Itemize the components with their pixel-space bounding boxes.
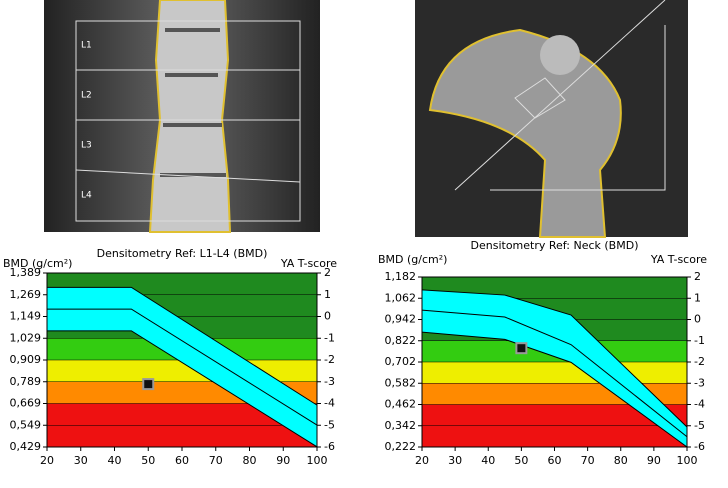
- x-tick-label: 60: [175, 454, 189, 467]
- y2-tick-label: -3: [324, 375, 335, 388]
- x-tick-label: 100: [307, 454, 328, 467]
- y2-tick-label: 0: [694, 313, 701, 326]
- plot-frame: [46, 272, 318, 448]
- y-tick-label: 0,702: [385, 355, 417, 368]
- y-tick-label: 1,182: [385, 270, 417, 283]
- hip-image: [415, 0, 688, 238]
- x-tick-label: 90: [647, 454, 661, 467]
- y2-tick-label: -1: [694, 334, 705, 347]
- y2-tick-label: -2: [694, 355, 705, 368]
- y2-tick-label: -3: [694, 376, 705, 389]
- x-tick-label: 50: [514, 454, 528, 467]
- x-tick-label: 30: [74, 454, 88, 467]
- y-tick-label: 0,462: [385, 398, 417, 411]
- x-tick-label: 70: [209, 454, 223, 467]
- y-tick-label: 0,429: [10, 440, 42, 453]
- y2-tick-label: -1: [324, 331, 335, 344]
- y-tick-label: 0,549: [10, 418, 42, 431]
- y-tick-label: 1,029: [10, 331, 42, 344]
- y2-tick-label: 2: [694, 270, 701, 283]
- y-tick-label: 1,269: [10, 288, 42, 301]
- y2-tick-label: -4: [694, 398, 705, 411]
- reference-line: [47, 308, 318, 426]
- y2-tick-label: 1: [324, 288, 331, 301]
- y2-axis-label: YA T-score: [650, 253, 707, 266]
- vertebra-label: L3: [81, 141, 92, 151]
- tscore-band: [47, 360, 317, 382]
- x-tick-label: 40: [108, 454, 122, 467]
- reference-line: [421, 289, 688, 428]
- reference-line: [47, 330, 318, 448]
- chart-title: Densitometry Ref: L1-L4 (BMD): [97, 247, 268, 260]
- reference-line: [47, 286, 318, 406]
- vertebra-label: L1: [81, 41, 92, 51]
- y2-tick-label: -2: [324, 353, 335, 366]
- y-tick-label: 0,342: [385, 419, 417, 432]
- y-tick-label: 0,909: [10, 353, 42, 366]
- x-tick-label: 40: [481, 454, 495, 467]
- y-tick-label: 1,149: [10, 310, 42, 323]
- reference-line: [421, 331, 688, 448]
- vertebra-label: L2: [81, 91, 92, 101]
- y-tick-label: 1,389: [10, 266, 42, 279]
- x-tick-label: 80: [614, 454, 628, 467]
- reference-line: [421, 309, 688, 438]
- y-axis-label: BMD (g/cm²): [378, 253, 447, 266]
- y2-tick-label: 0: [324, 310, 331, 323]
- reference-area: [422, 289, 687, 447]
- y-tick-label: 0,942: [385, 313, 417, 326]
- y2-axis-label: YA T-score: [280, 257, 337, 270]
- x-tick-label: 90: [276, 454, 290, 467]
- chart-title: Densitometry Ref: Neck (BMD): [471, 239, 639, 252]
- y2-tick-label: -6: [694, 440, 705, 453]
- y-tick-label: 0,822: [385, 334, 417, 347]
- patient-point: [142, 378, 155, 391]
- patient-point: [515, 342, 528, 355]
- x-tick-label: 20: [415, 454, 429, 467]
- y2-tick-label: 1: [694, 291, 701, 304]
- y-tick-label: 1,062: [385, 291, 417, 304]
- plot-frame: [421, 276, 688, 448]
- x-tick-label: 80: [243, 454, 257, 467]
- y-tick-label: 0,222: [385, 440, 417, 453]
- y-axis-label: BMD (g/cm²): [3, 257, 72, 270]
- y2-tick-label: -6: [324, 440, 335, 453]
- y-tick-label: 0,789: [10, 375, 42, 388]
- x-tick-label: 70: [581, 454, 595, 467]
- y2-tick-label: -5: [694, 419, 705, 432]
- x-tick-label: 100: [677, 454, 698, 467]
- x-tick-label: 60: [548, 454, 562, 467]
- reference-area: [47, 287, 317, 447]
- y2-tick-label: -4: [324, 397, 335, 410]
- tscore-band: [422, 362, 687, 384]
- x-tick-label: 30: [448, 454, 462, 467]
- y2-tick-label: -5: [324, 418, 335, 431]
- x-tick-label: 50: [141, 454, 155, 467]
- spine-image: [44, 0, 320, 233]
- y-tick-label: 0,582: [385, 376, 417, 389]
- x-tick-label: 20: [40, 454, 54, 467]
- vertebra-label: L4: [81, 191, 92, 201]
- y-tick-label: 0,669: [10, 397, 42, 410]
- y2-tick-label: 2: [324, 266, 331, 279]
